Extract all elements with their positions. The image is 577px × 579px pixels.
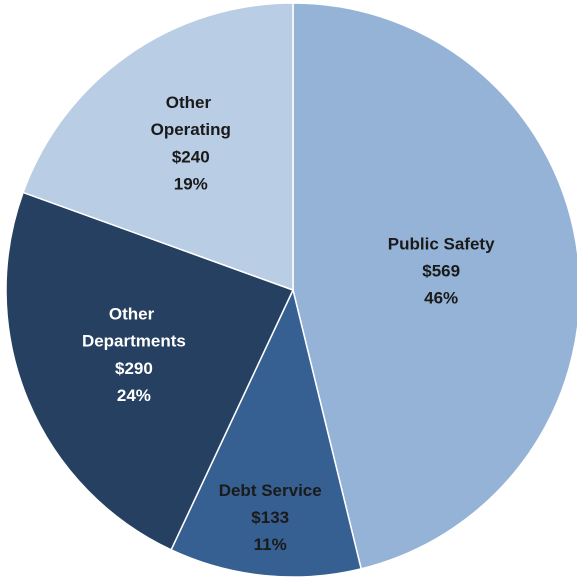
pie-slice — [5, 191, 295, 551]
slice-percent-label: 11% — [254, 535, 287, 554]
slice-value-label: $290 — [115, 359, 153, 378]
slice-label: Public Safety — [388, 235, 495, 254]
slice-percent-label: 46% — [424, 289, 458, 308]
slice-value-label: $569 — [422, 262, 460, 281]
pie-slice — [170, 287, 363, 578]
pie-slice — [292, 2, 577, 570]
slice-value-label: $133 — [251, 508, 289, 527]
slice-percent-label: 19% — [174, 174, 208, 193]
slice-label: Other Operating — [151, 93, 231, 139]
slice-label: Other Departments — [82, 305, 186, 351]
slice-percent-label: 24% — [117, 386, 151, 405]
slice-label: Debt Service — [219, 481, 322, 500]
slice-value-label: $240 — [172, 147, 210, 166]
pie-slice — [22, 2, 294, 292]
